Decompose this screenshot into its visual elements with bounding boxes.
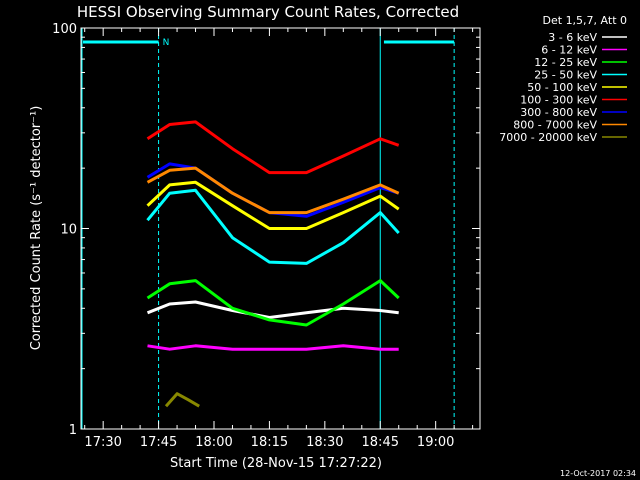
legend-label: 100 - 300 keV <box>520 94 597 107</box>
x-axis-label: Start Time (28-Nov-15 17:27:22) <box>170 456 382 471</box>
x-tick-label: 18:30 <box>306 435 343 450</box>
y-tick-label: 10 <box>60 223 77 238</box>
y-axis-label: Corrected Count Rate (s⁻¹ detector⁻¹) <box>29 106 44 351</box>
series-line <box>146 166 400 215</box>
legend-label: 25 - 50 keV <box>534 69 597 82</box>
legend-label: 12 - 25 keV <box>534 56 597 69</box>
plot-area: N <box>81 28 455 429</box>
series-line <box>146 279 400 327</box>
series-line <box>146 300 399 319</box>
x-tick-label: 17:30 <box>84 435 121 450</box>
x-tick-label: 18:15 <box>251 435 288 450</box>
x-tick-label: 18:00 <box>195 435 232 450</box>
observing-flag-label: N <box>163 38 170 48</box>
x-axis: 17:30 17:45 18:00 18:15 18:30 18:45 19:00 <box>84 28 474 450</box>
legend-label: 7000 - 20000 keV <box>499 131 597 144</box>
series-line <box>146 188 400 265</box>
series-line <box>146 180 400 230</box>
legend-label: 6 - 12 keV <box>541 44 597 57</box>
x-tick-label: 18:45 <box>362 435 399 450</box>
legend-label: 3 - 6 keV <box>548 31 597 44</box>
x-tick-label: 17:45 <box>140 435 177 450</box>
timestamp: 12-Oct-2017 02:34 <box>560 469 636 478</box>
y-axis: 1 10 100 <box>52 22 480 438</box>
series-line <box>146 120 400 175</box>
legend-label: 50 - 100 keV <box>527 81 597 94</box>
legend-label: 800 - 7000 keV <box>513 119 597 132</box>
series-line <box>164 392 200 408</box>
series-line <box>147 344 399 351</box>
y-tick-label: 1 <box>69 423 77 438</box>
x-tick-label: 19:00 <box>417 435 454 450</box>
chart-title: HESSI Observing Summary Count Rates, Cor… <box>77 3 459 21</box>
legend-title: Det 1,5,7, Att 0 <box>543 14 627 27</box>
legend-label: 300 - 800 keV <box>520 106 597 119</box>
y-tick-label: 100 <box>52 22 77 37</box>
